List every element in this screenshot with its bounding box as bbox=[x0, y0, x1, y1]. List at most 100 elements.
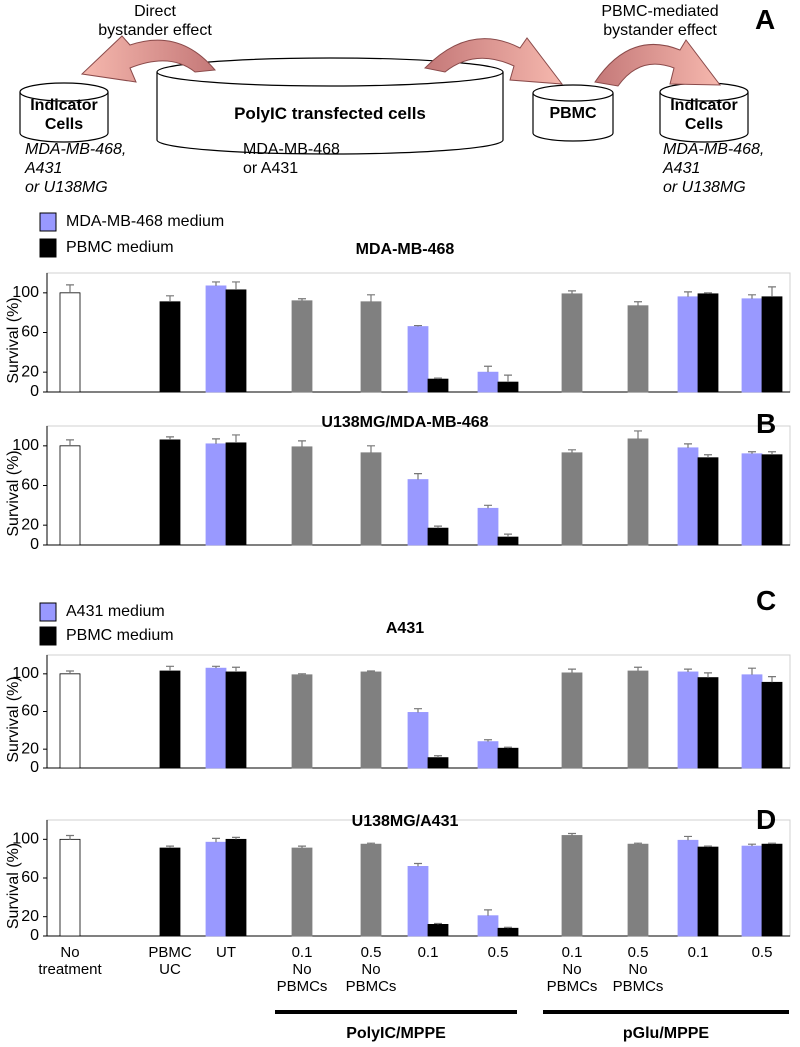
bar bbox=[697, 846, 719, 937]
bar bbox=[477, 741, 499, 769]
bar bbox=[677, 839, 699, 937]
bar bbox=[360, 671, 382, 769]
bar bbox=[627, 438, 649, 546]
panel-letter: D bbox=[756, 804, 777, 835]
bar bbox=[59, 673, 81, 769]
x-tick-label: 0.1 bbox=[417, 944, 439, 961]
error-bar bbox=[212, 837, 220, 843]
error-bar bbox=[704, 845, 712, 848]
cell-note: MDA-MB-468, A431 or U138MG bbox=[663, 141, 765, 196]
error-bar bbox=[704, 454, 712, 458]
bar bbox=[427, 757, 449, 769]
error-bar bbox=[434, 755, 442, 758]
error-bar bbox=[434, 377, 442, 380]
bar bbox=[627, 843, 649, 937]
bar bbox=[407, 866, 429, 937]
bar bbox=[497, 381, 519, 393]
error-bar bbox=[414, 862, 422, 867]
y-tick-label: 100 bbox=[12, 831, 39, 848]
bar bbox=[59, 838, 81, 937]
chart-title: U138MG/A431 bbox=[352, 813, 459, 830]
bar bbox=[761, 296, 783, 393]
y-tick-label: 100 bbox=[12, 437, 39, 454]
arrows bbox=[80, 35, 722, 87]
x-tick-label: 0.5 bbox=[751, 944, 773, 961]
error-bar bbox=[684, 291, 692, 297]
error-bar bbox=[634, 842, 642, 845]
error-bar bbox=[414, 473, 422, 480]
bar bbox=[59, 445, 81, 546]
group-label: PolyIC/MPPE bbox=[346, 1025, 446, 1042]
error-bar bbox=[66, 670, 74, 674]
error-bar bbox=[568, 449, 576, 453]
error-bar bbox=[367, 445, 375, 453]
x-tick-label: 0.1 bbox=[687, 944, 709, 961]
error-bar bbox=[504, 374, 512, 383]
error-bar bbox=[504, 746, 512, 749]
error-bar bbox=[166, 295, 174, 302]
error-bar bbox=[66, 834, 74, 840]
error-bar bbox=[232, 666, 240, 672]
error-bar bbox=[484, 739, 492, 742]
chart-title: A431 bbox=[386, 620, 424, 637]
x-tick-label: PBMC UC bbox=[148, 944, 192, 978]
error-bar bbox=[232, 836, 240, 840]
y-tick-label: 0 bbox=[30, 759, 39, 776]
bar bbox=[477, 915, 499, 937]
y-tick-label: 20 bbox=[21, 363, 39, 380]
cell-note: MDA-MB-468 or A431 bbox=[243, 141, 340, 177]
bar bbox=[627, 670, 649, 769]
bar bbox=[205, 443, 227, 546]
cylinder-top bbox=[532, 84, 614, 102]
y-axis-label: Survival (%) bbox=[5, 297, 22, 383]
error-bar bbox=[748, 843, 756, 847]
panel-letter: A bbox=[755, 4, 776, 35]
bar bbox=[697, 677, 719, 769]
bar bbox=[291, 847, 313, 937]
bar bbox=[741, 845, 763, 937]
error-bar bbox=[684, 443, 692, 448]
bar bbox=[697, 457, 719, 546]
y-tick-label: 60 bbox=[21, 869, 39, 886]
error-bar bbox=[634, 301, 642, 306]
legend-swatch bbox=[39, 602, 57, 622]
y-tick-label: 60 bbox=[21, 703, 39, 720]
cylinder-label: Indicator Cells bbox=[670, 97, 738, 133]
error-bar bbox=[768, 286, 776, 297]
chart-title: MDA-MB-468 bbox=[356, 241, 455, 258]
bar bbox=[291, 446, 313, 546]
y-tick-label: 100 bbox=[12, 665, 39, 682]
legend-label: PBMC medium bbox=[66, 627, 174, 644]
error-bar bbox=[504, 926, 512, 929]
error-bar bbox=[568, 668, 576, 673]
bar bbox=[360, 452, 382, 546]
bar bbox=[561, 835, 583, 937]
error-bar bbox=[298, 673, 306, 675]
error-bar bbox=[212, 665, 220, 669]
error-bar bbox=[568, 290, 576, 294]
error-bar bbox=[634, 666, 642, 672]
bar bbox=[159, 670, 181, 769]
error-bar bbox=[704, 292, 712, 294]
bar bbox=[427, 527, 449, 546]
x-tick-label: UT bbox=[216, 944, 236, 961]
error-bar bbox=[634, 430, 642, 439]
bar bbox=[741, 298, 763, 393]
error-bar bbox=[434, 922, 442, 925]
legend-swatch bbox=[39, 212, 57, 232]
bar bbox=[677, 447, 699, 546]
bar bbox=[761, 843, 783, 937]
error-bar bbox=[298, 845, 306, 849]
bar bbox=[225, 671, 247, 769]
error-bar bbox=[484, 365, 492, 373]
bar bbox=[205, 667, 227, 769]
bar bbox=[407, 326, 429, 393]
y-tick-label: 20 bbox=[21, 740, 39, 757]
bar bbox=[761, 454, 783, 546]
error-bar bbox=[367, 294, 375, 302]
bar bbox=[225, 442, 247, 546]
diagram-shapes bbox=[19, 57, 749, 155]
bar bbox=[677, 296, 699, 393]
